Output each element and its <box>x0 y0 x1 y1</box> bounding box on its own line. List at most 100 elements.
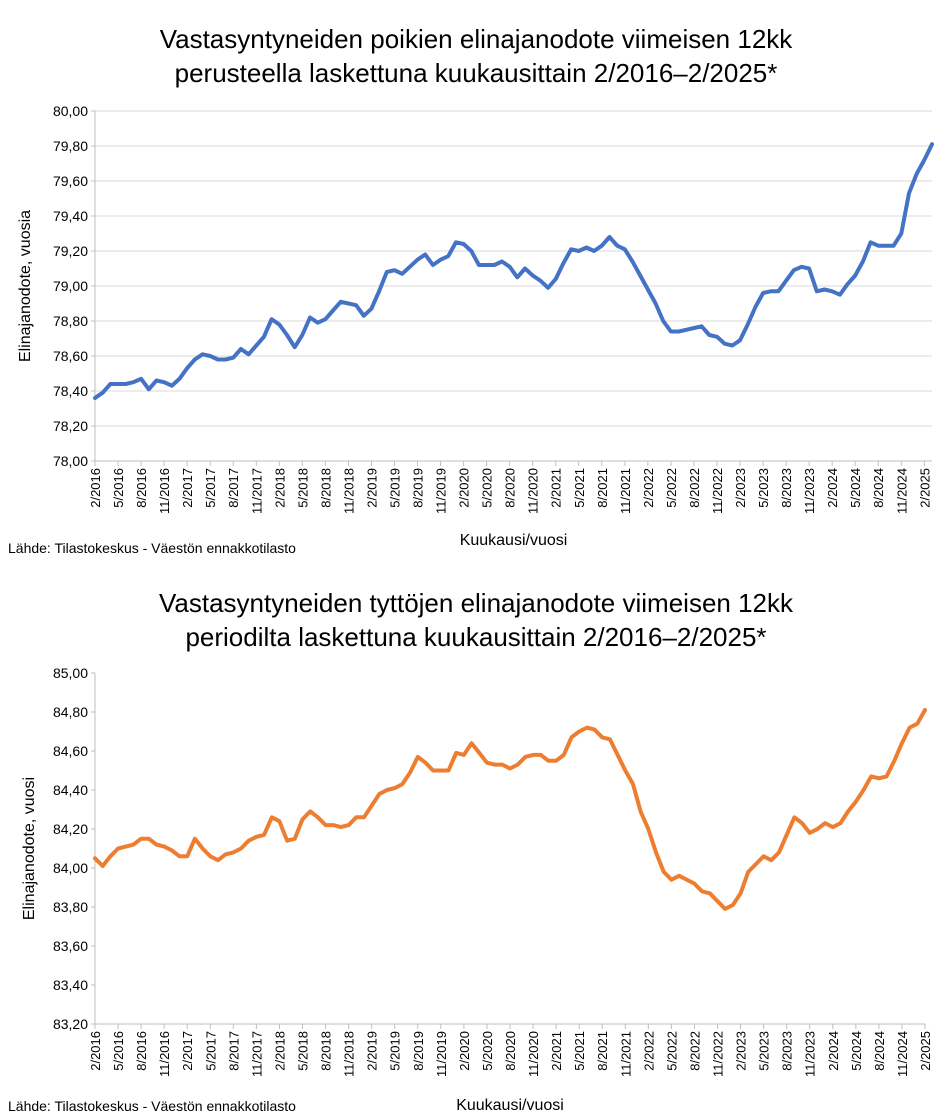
x-tick-label: 8/2024 <box>872 1031 887 1071</box>
x-tick-label: 11/2024 <box>894 468 909 514</box>
x-tick-label: 8/2018 <box>318 468 333 508</box>
y-tick-label: 78,40 <box>53 383 88 399</box>
x-tick-label: 2/2017 <box>180 468 195 508</box>
x-tick-label: 11/2018 <box>342 1031 357 1077</box>
y-tick-label: 84,00 <box>53 860 88 876</box>
y-tick-label: 79,40 <box>53 208 88 224</box>
x-tick-label: 8/2023 <box>780 1031 795 1071</box>
x-tick-label: 11/2019 <box>434 468 449 514</box>
x-tick-label: 8/2020 <box>503 468 518 508</box>
x-tick-label: 2/2025 <box>918 1031 933 1071</box>
x-tick-label: 2/2024 <box>826 1031 841 1071</box>
x-axis-title: Kuukausi/vuosi <box>456 1097 564 1114</box>
x-tick-label: 11/2022 <box>711 1031 726 1077</box>
y-tick-label: 84,80 <box>53 704 88 720</box>
source-note: Lähde: Tilastokeskus - Väestön ennakkoti… <box>8 540 296 556</box>
x-tick-label: 5/2023 <box>757 1031 772 1071</box>
y-tick-label: 83,60 <box>53 938 88 954</box>
y-tick-label: 80,00 <box>53 103 88 119</box>
chart-title-line2: perusteella laskettuna kuukausittain 2/2… <box>174 58 778 88</box>
x-axis-title: Kuukausi/vuosi <box>460 532 568 549</box>
x-tick-label: 8/2024 <box>871 468 886 508</box>
x-tick-label: 2/2023 <box>733 468 748 508</box>
x-tick-label: 2/2018 <box>272 1031 287 1071</box>
y-tick-label: 84,60 <box>53 743 88 759</box>
y-tick-label: 78,80 <box>53 313 88 329</box>
x-tick-label: 8/2022 <box>687 1031 702 1071</box>
chart-plot-area: 78,00 78,20 78,40 78,60 78,80 79,00 79,20 79,40… <box>17 103 934 549</box>
x-tick-label: 5/2019 <box>388 1031 403 1071</box>
x-tick-label: 5/2023 <box>756 468 771 508</box>
y-tick-label: 83,20 <box>53 1016 88 1032</box>
chart-girls-life-expectancy: Vastasyntyneiden tyttöjen elinajanodote … <box>0 580 952 1120</box>
x-tick-label: 5/2022 <box>664 468 679 508</box>
x-tick-label: 5/2016 <box>111 468 126 508</box>
y-tick-label: 83,80 <box>53 899 88 915</box>
x-tick-label: 2/2025 <box>917 468 932 508</box>
x-tick-label: 2/2017 <box>180 1031 195 1071</box>
x-tick-label: 5/2020 <box>480 468 495 508</box>
x-tick-label: 5/2016 <box>111 1031 126 1071</box>
x-tick-label: 5/2021 <box>572 468 587 508</box>
x-tick-label: 11/2017 <box>249 1031 264 1077</box>
x-tick-label: 11/2021 <box>618 468 633 514</box>
x-tick-label: 2/2020 <box>457 468 472 508</box>
x-tick-label: 2/2023 <box>734 1031 749 1071</box>
x-tick-label: 2/2022 <box>641 1031 656 1071</box>
x-tick-label: 11/2023 <box>803 1031 818 1077</box>
x-tick-label: 8/2021 <box>595 1031 610 1071</box>
x-tick-label: 2/2019 <box>364 468 379 508</box>
source-note: Lähde: Tilastokeskus - Väestön ennakkoti… <box>8 1098 296 1114</box>
x-tick-label: 2/2016 <box>88 1031 103 1071</box>
y-tick-label: 83,40 <box>53 977 88 993</box>
y-tick-label: 79,60 <box>53 173 88 189</box>
x-tick-label: 2/2021 <box>549 1031 564 1071</box>
series-line <box>93 708 927 911</box>
series-line <box>93 142 934 400</box>
y-tick-label: 79,80 <box>53 138 88 154</box>
x-tick-label: 5/2019 <box>387 468 402 508</box>
x-tick-label: 8/2016 <box>134 1031 149 1071</box>
y-tick-label: 78,60 <box>53 348 88 364</box>
y-tick-label: 84,40 <box>53 782 88 798</box>
x-tick-label: 11/2021 <box>618 1031 633 1077</box>
x-tick-label: 11/2018 <box>341 468 356 514</box>
x-tick-label: 5/2024 <box>849 1031 864 1071</box>
x-tick-label: 8/2019 <box>411 468 426 508</box>
x-tick-label: 5/2018 <box>296 1031 311 1071</box>
y-tick-label: 85,00 <box>53 665 88 681</box>
x-tick-label: 2/2024 <box>825 468 840 508</box>
x-tick-label: 11/2023 <box>802 468 817 514</box>
x-tick-label: 11/2017 <box>249 468 264 514</box>
y-tick-label: 78,20 <box>53 418 88 434</box>
x-tick-label: 2/2021 <box>549 468 564 508</box>
x-tick-label: 8/2020 <box>503 1031 518 1071</box>
x-tick-label: 2/2018 <box>272 468 287 508</box>
x-tick-label: 5/2020 <box>480 1031 495 1071</box>
chart-boys-life-expectancy: Vastasyntyneiden poikien elinajanodote v… <box>8 24 934 556</box>
x-tick-label: 8/2021 <box>595 468 610 508</box>
x-tick-label: 8/2017 <box>226 1031 241 1071</box>
chart-title-line1: Vastasyntyneiden poikien elinajanodote v… <box>159 24 793 54</box>
y-tick-label: 79,20 <box>53 243 88 259</box>
x-tick-label: 8/2019 <box>411 1031 426 1071</box>
x-tick-label: 5/2017 <box>203 468 218 508</box>
x-tick-label: 5/2017 <box>203 1031 218 1071</box>
y-tick-label: 78,00 <box>53 453 88 469</box>
x-tick-label: 2/2020 <box>457 1031 472 1071</box>
x-tick-label: 5/2022 <box>664 1031 679 1071</box>
x-tick-label: 5/2021 <box>572 1031 587 1071</box>
x-tick-label: 8/2016 <box>134 468 149 508</box>
chart-title-line2: periodilta laskettuna kuukausittain 2/20… <box>185 622 767 652</box>
x-tick-label: 2/2016 <box>88 468 103 508</box>
x-tick-label: 8/2018 <box>319 1031 334 1071</box>
x-tick-label: 8/2017 <box>226 468 241 508</box>
x-tick-label: 2/2022 <box>641 468 656 508</box>
x-tick-label: 11/2024 <box>895 1031 910 1077</box>
y-tick-label: 84,20 <box>53 821 88 837</box>
x-tick-label: 11/2016 <box>157 1031 172 1077</box>
x-tick-label: 5/2024 <box>848 468 863 508</box>
x-tick-label: 11/2019 <box>434 1031 449 1077</box>
x-tick-label: 2/2019 <box>365 1031 380 1071</box>
x-tick-label: 5/2018 <box>295 468 310 508</box>
